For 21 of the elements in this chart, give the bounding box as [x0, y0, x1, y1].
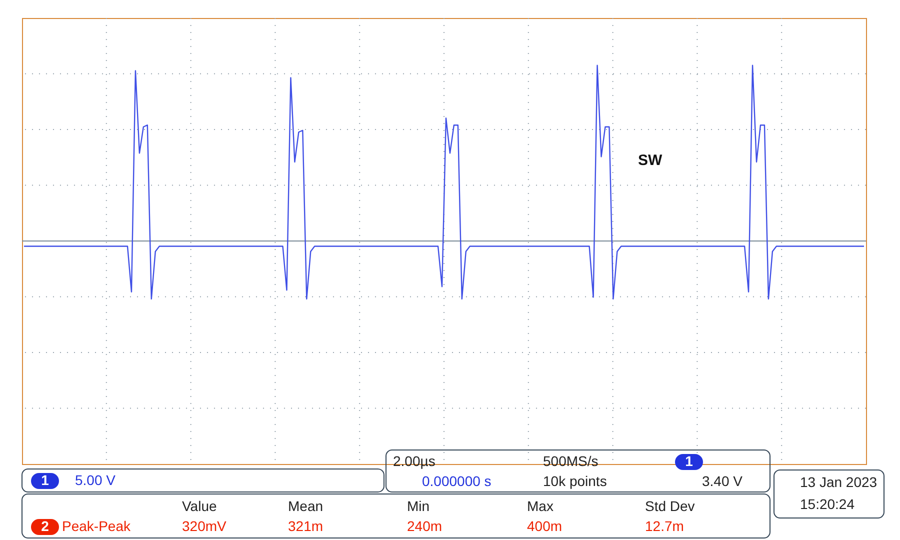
text: 2: [41, 518, 50, 534]
text: Std Dev: [645, 498, 695, 514]
text: 13 Jan 2023: [800, 474, 878, 490]
text: 400m: [527, 518, 562, 534]
text: 320mV: [182, 518, 228, 534]
series-label: SW: [638, 152, 664, 169]
text: 10k points: [543, 473, 607, 489]
text: Mean: [288, 498, 324, 514]
text: Value: [182, 498, 217, 514]
text: 240m: [407, 518, 442, 534]
text: 1: [41, 472, 50, 488]
text: Max: [527, 498, 554, 514]
text: Peak-Peak: [62, 518, 132, 534]
text: 15:20:24: [800, 496, 855, 512]
text: 12.7m: [645, 518, 684, 534]
text: 321m: [288, 518, 324, 534]
text: 5.00 V: [75, 472, 116, 488]
text: 1: [685, 453, 694, 469]
text: Min: [407, 498, 430, 514]
text: 3.40 V: [702, 473, 744, 489]
text: 0.000000 s: [422, 473, 492, 489]
